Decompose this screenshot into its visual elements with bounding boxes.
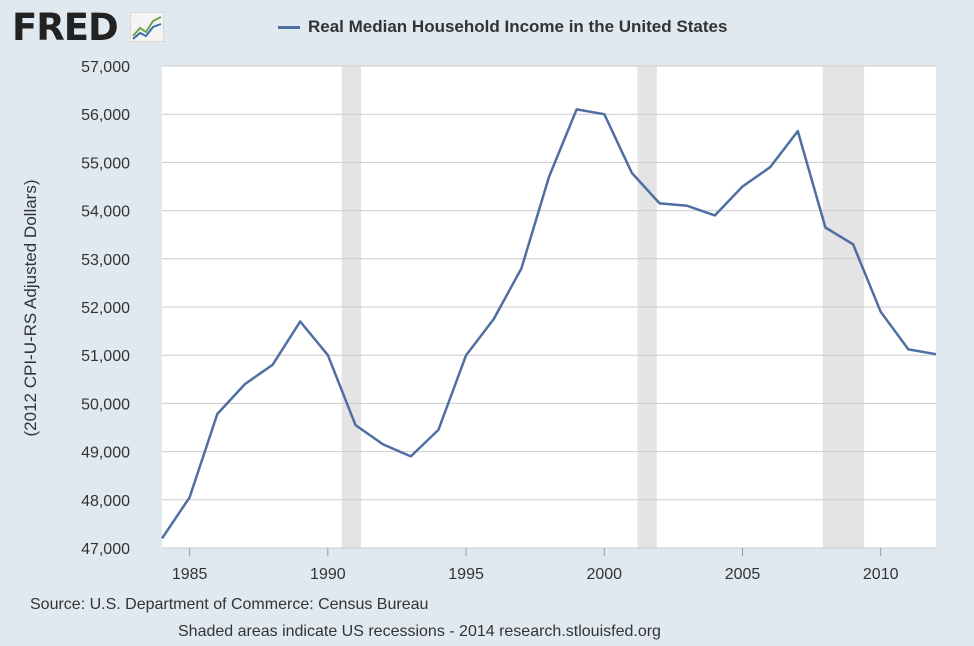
source-note: Source: U.S. Department of Commerce: Cen… (30, 596, 429, 613)
x-tick-label: 2000 (586, 566, 622, 583)
y-tick-label: 55,000 (81, 155, 130, 172)
legend-swatch (278, 25, 300, 29)
x-tick-label: 1990 (310, 566, 346, 583)
y-tick-label: 47,000 (81, 541, 130, 558)
legend-entry: Real Median Household Income in the Unit… (308, 17, 728, 36)
y-tick-label: 51,000 (81, 348, 130, 365)
y-axis-label: (2012 CPI-U-RS Adjusted Dollars) (21, 180, 40, 437)
x-tick-label: 1995 (448, 566, 484, 583)
x-tick-label: 1985 (172, 566, 208, 583)
y-tick-label: 56,000 (81, 107, 130, 124)
y-tick-label: 57,000 (81, 59, 130, 76)
x-tick-label: 2010 (863, 566, 899, 583)
y-tick-label: 49,000 (81, 445, 130, 462)
y-tick-label: 54,000 (81, 204, 130, 221)
fred-logo-text: FRED (12, 6, 119, 49)
series-line (160, 108, 937, 540)
chart-legend: Real Median Household Income in the Unit… (278, 15, 727, 39)
y-tick-label: 52,000 (81, 300, 130, 317)
y-tick-label: 53,000 (81, 252, 130, 269)
x-tick-label: 2005 (725, 566, 761, 583)
y-tick-label: 50,000 (81, 396, 130, 413)
fred-chart-icon (130, 12, 164, 42)
recession-note: Shaded areas indicate US recessions - 20… (178, 623, 661, 640)
fred-logo: FRED (12, 8, 172, 48)
y-tick-label: 48,000 (81, 493, 130, 510)
